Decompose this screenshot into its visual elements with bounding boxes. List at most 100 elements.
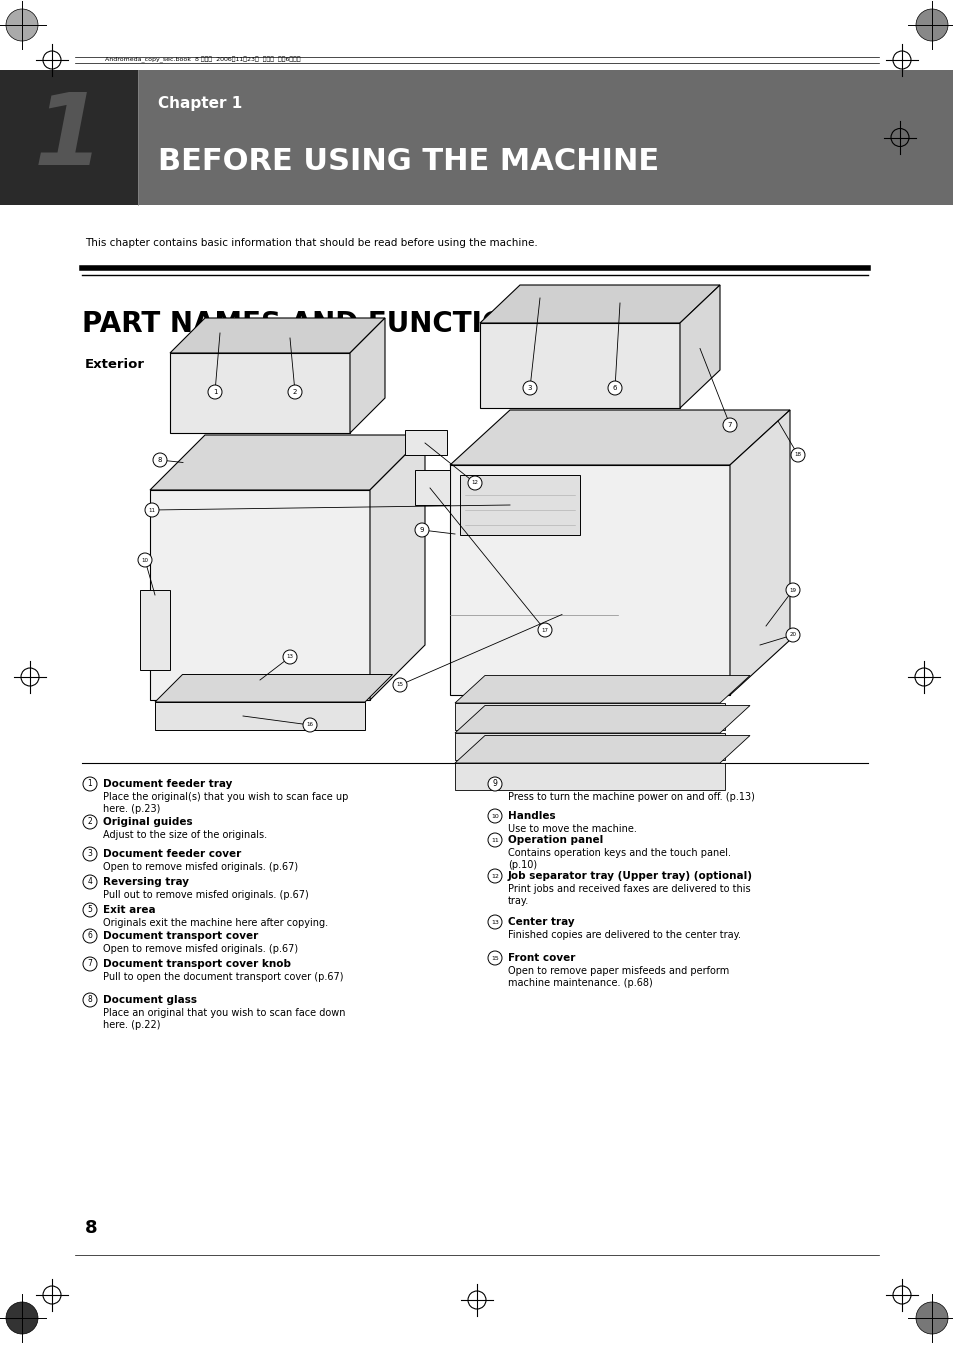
Text: 15: 15 [491,955,498,961]
Text: This chapter contains basic information that should be read before using the mac: This chapter contains basic information … [85,238,537,249]
Text: Chapter 1: Chapter 1 [158,96,242,111]
Circle shape [208,385,222,399]
Text: Job separator tray (Upper tray) (optional): Job separator tray (Upper tray) (optiona… [507,871,752,881]
Polygon shape [154,674,392,703]
Circle shape [288,385,302,399]
Bar [405,430,447,455]
Text: 10: 10 [491,813,498,819]
Circle shape [468,476,481,490]
Polygon shape [350,317,385,434]
Text: 16: 16 [306,723,314,727]
Text: Exterior: Exterior [85,358,145,372]
Circle shape [722,417,737,432]
Circle shape [785,628,800,642]
Text: Finished copies are delivered to the center tray.: Finished copies are delivered to the cen… [507,929,740,940]
Circle shape [83,777,97,790]
Text: 11: 11 [491,838,498,843]
Bar [450,465,729,694]
Text: Press to turn the machine power on and off. (p.13): Press to turn the machine power on and o… [507,792,754,802]
Polygon shape [455,676,749,703]
Circle shape [607,381,621,394]
Circle shape [915,1302,947,1333]
Circle shape [488,915,501,929]
Text: 11: 11 [149,508,155,512]
Text: 20: 20 [789,632,796,638]
Circle shape [415,523,429,536]
Circle shape [488,777,501,790]
Circle shape [83,993,97,1006]
Text: Place the original(s) that you wish to scan face up: Place the original(s) that you wish to s… [103,792,348,802]
Polygon shape [455,705,749,734]
Text: Document transport cover: Document transport cover [103,931,258,942]
Polygon shape [729,409,789,694]
Circle shape [303,717,316,732]
Bar [150,490,370,700]
Text: 2: 2 [88,817,92,827]
Polygon shape [450,409,789,465]
Circle shape [83,815,97,830]
Text: Document glass: Document glass [103,994,196,1005]
Bar [415,470,450,505]
Circle shape [522,381,537,394]
Polygon shape [370,435,424,700]
Text: Open to remove paper misfeeds and perform: Open to remove paper misfeeds and perfor… [507,966,728,975]
Text: 2: 2 [293,389,297,394]
Text: Document feeder tray: Document feeder tray [103,780,233,789]
Text: 1: 1 [213,389,217,394]
Text: tray.: tray. [507,896,529,907]
Text: 17: 17 [541,627,548,632]
Circle shape [283,650,296,663]
Bar [0,70,953,205]
Circle shape [488,951,501,965]
Text: 9: 9 [492,780,497,789]
Text: 7: 7 [727,422,732,428]
Circle shape [83,957,97,971]
Circle shape [488,809,501,823]
Text: 1: 1 [34,89,104,186]
Text: 8: 8 [85,1219,97,1238]
Text: Document transport cover knob: Document transport cover knob [103,959,291,969]
Text: Originals exit the machine here after copying.: Originals exit the machine here after co… [103,917,328,928]
Polygon shape [170,317,385,353]
Circle shape [83,847,97,861]
Text: 13: 13 [491,920,498,924]
Circle shape [6,1302,38,1333]
Bar [154,703,365,730]
Text: PART NAMES AND FUNCTIONS: PART NAMES AND FUNCTIONS [82,309,548,338]
Text: Adjust to the size of the originals.: Adjust to the size of the originals. [103,830,267,840]
Text: 1: 1 [88,780,92,789]
Text: Handles: Handles [507,811,555,821]
Text: Contains operation keys and the touch panel.: Contains operation keys and the touch pa… [507,848,730,858]
Polygon shape [455,735,749,763]
Text: 5: 5 [88,905,92,915]
Bar [140,590,170,670]
Circle shape [785,584,800,597]
Text: machine maintenance. (p.68): machine maintenance. (p.68) [507,978,652,988]
Circle shape [488,869,501,884]
Text: Document feeder cover: Document feeder cover [103,848,241,859]
Text: Power switch: Power switch [507,780,586,789]
Text: 3: 3 [527,385,532,390]
Polygon shape [679,285,720,408]
Text: 7: 7 [88,959,92,969]
Text: 12: 12 [471,481,478,485]
Bar [170,353,350,434]
Text: Front cover: Front cover [507,952,575,963]
Bar [455,703,724,730]
Bar [455,763,724,790]
Text: 15: 15 [396,682,403,688]
Bar [455,734,724,761]
Circle shape [145,503,159,517]
Text: 13: 13 [286,654,294,659]
Text: here. (p.22): here. (p.22) [103,1020,160,1029]
Text: 19: 19 [789,588,796,593]
Text: Pull to open the document transport cover (p.67): Pull to open the document transport cove… [103,971,343,982]
Circle shape [537,623,552,638]
Bar [479,323,679,408]
Circle shape [915,9,947,41]
Text: Andromeda_copy_sec.book  8 ページ  2006年11月23日  木曜日  午徖6時１分: Andromeda_copy_sec.book 8 ページ 2006年11月23… [105,57,300,63]
Text: Place an original that you wish to scan face down: Place an original that you wish to scan … [103,1008,345,1019]
Text: Open to remove misfed originals. (p.67): Open to remove misfed originals. (p.67) [103,944,297,954]
Circle shape [488,834,501,847]
Circle shape [83,875,97,889]
